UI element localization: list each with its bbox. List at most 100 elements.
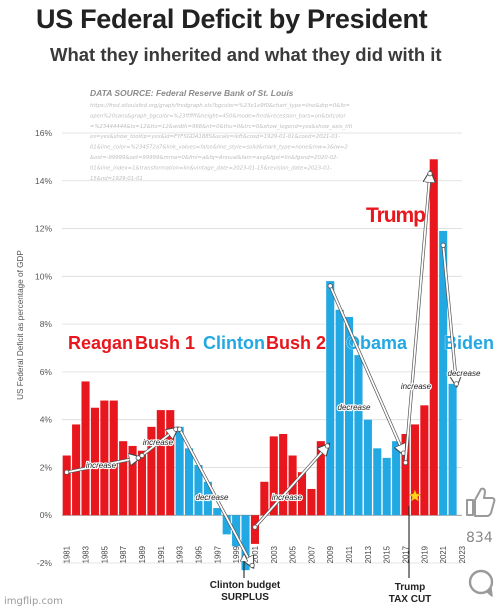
bar-2019 [420, 405, 429, 516]
bar-1997 [213, 508, 222, 516]
trump-tax-cut-line-2: TAX CUT [389, 594, 432, 605]
bar-2022 [448, 383, 457, 516]
bar-1986 [109, 400, 118, 516]
biden-decrease-label: decrease [448, 369, 481, 378]
x-tick-label: 2013 [364, 546, 373, 563]
president-label-biden: Biden [444, 333, 494, 353]
bar-2007 [307, 488, 316, 516]
biden-trend-point [440, 242, 446, 248]
chart-title: US Federal Deficit by President [36, 4, 428, 34]
bar-1981 [62, 455, 71, 516]
x-tick-label: 2001 [251, 546, 260, 563]
bar-2018 [410, 424, 419, 516]
clinton-trend-point [249, 562, 255, 568]
source-url-line: 15&nd=1929-01-01 [90, 176, 143, 182]
obama-decrease-label: decrease [338, 403, 371, 412]
y-axis-title: US Federal Deficit as percentage of GDP [16, 250, 25, 400]
trump-trend [404, 174, 431, 464]
source-heading: DATA SOURCE: Federal Reserve Bank of St.… [90, 88, 294, 98]
y-tick-labels: 16% 14% 12% 10% 8% 6% 4% 2% 0% -2% [35, 128, 52, 568]
comment-button[interactable] [466, 568, 496, 603]
x-tick-label: 1997 [213, 546, 222, 563]
bar-2004 [279, 434, 288, 516]
bar-1984 [90, 407, 99, 516]
bar-1995 [194, 465, 203, 516]
bar-2013 [363, 419, 372, 516]
obama-trend-point [327, 283, 333, 289]
source-url-lines: https://fred.stlouisfed.org/graph/fredgr… [90, 103, 353, 182]
x-tick-label: 2021 [439, 546, 448, 563]
clinton-trend-point [177, 426, 183, 432]
bar-2003 [269, 436, 278, 516]
bar-1999 [232, 515, 241, 547]
x-tick-label: 1991 [157, 546, 166, 563]
trump-trend-point [427, 171, 433, 177]
bar-2011 [345, 316, 354, 516]
bar-2012 [354, 355, 363, 516]
bar-2010 [335, 309, 344, 516]
x-tick-labels: 1981 1983 1985 1987 1989 1991 1993 1995 1997 1999… [63, 545, 467, 563]
like-button[interactable] [464, 486, 498, 523]
thumbs-up-icon [466, 487, 496, 517]
source-url-line: =%23444444&ts=12&tts=12&width=968&nt=0&t… [90, 124, 353, 130]
clinton-decrease-label: decrease [196, 493, 229, 502]
bars-layer [62, 159, 457, 571]
x-tick-label: 2011 [345, 546, 354, 563]
bar-1991 [156, 410, 165, 516]
bar-2002 [260, 481, 269, 516]
bar-1996 [203, 481, 212, 516]
chart-subtitle: What they inherited and what they did wi… [50, 44, 442, 65]
bar-2008 [316, 441, 325, 516]
clinton-surplus-line-2: SURPLUS [221, 592, 269, 603]
x-tick-label: 1983 [82, 546, 91, 563]
bar-2009 [326, 281, 335, 516]
x-tick-label: 2007 [307, 546, 316, 563]
y-tick-label: 0% [40, 510, 53, 520]
x-tick-label: 1987 [119, 546, 128, 563]
y-tick-label: 14% [35, 176, 52, 186]
bush1-trend-point [139, 452, 145, 459]
source-url-line: 01&line_color=%234572a7&link_values=fals… [90, 145, 348, 151]
trump-tax-cut-line-1: Trump [395, 582, 426, 593]
y-tick-label: 2% [40, 462, 53, 472]
bar-1985 [100, 400, 109, 516]
x-tick-label: 2005 [289, 545, 298, 563]
reagan-trend [65, 458, 139, 474]
president-label-obama: Obama [346, 333, 408, 353]
bush2-trend-point [324, 443, 331, 449]
x-tick-label: 1985 [100, 545, 109, 563]
annotations-layer: increase increase decrease increase decrease… [64, 171, 482, 605]
x-tick-label: 2009 [326, 546, 335, 563]
y-tick-label: 12% [35, 224, 52, 234]
bar-2021 [439, 230, 448, 516]
bush1-trend [141, 429, 176, 457]
like-count: 834 [466, 530, 493, 546]
president-labels: Reagan Bush 1 Clinton Bush 2 Obama Trump Biden [68, 204, 495, 354]
bar-1992 [166, 410, 175, 516]
x-tick-label: 2019 [420, 546, 429, 563]
obama-trend [329, 285, 403, 453]
star-icon [408, 489, 422, 502]
bar-2006 [297, 472, 307, 516]
bar-2016 [392, 441, 401, 516]
biden-trend [442, 244, 456, 383]
source-url-line: &ost=-99999&oet=99999&mma=0&fml=a&fq=Ann… [90, 155, 338, 161]
president-label-reagan: Reagan [68, 333, 133, 353]
x-tick-label: 1981 [63, 546, 72, 563]
president-label-bush-1: Bush 1 [135, 333, 195, 353]
bar-2000 [241, 515, 250, 571]
bar-1987 [119, 441, 128, 516]
biden-trend-point [453, 381, 459, 387]
bar-1994 [185, 448, 194, 516]
president-label-trump: Trump [366, 204, 426, 227]
reagan-increase-label: increase [86, 461, 117, 470]
bar-1990 [147, 426, 156, 516]
bar-1998 [222, 515, 231, 535]
y-tick-label: -2% [37, 558, 53, 568]
bar-1989 [137, 450, 147, 516]
trump-trend-point [402, 460, 409, 466]
x-tick-label: 1993 [176, 546, 185, 563]
comment-icon [468, 569, 494, 597]
bar-2020 [429, 159, 438, 516]
